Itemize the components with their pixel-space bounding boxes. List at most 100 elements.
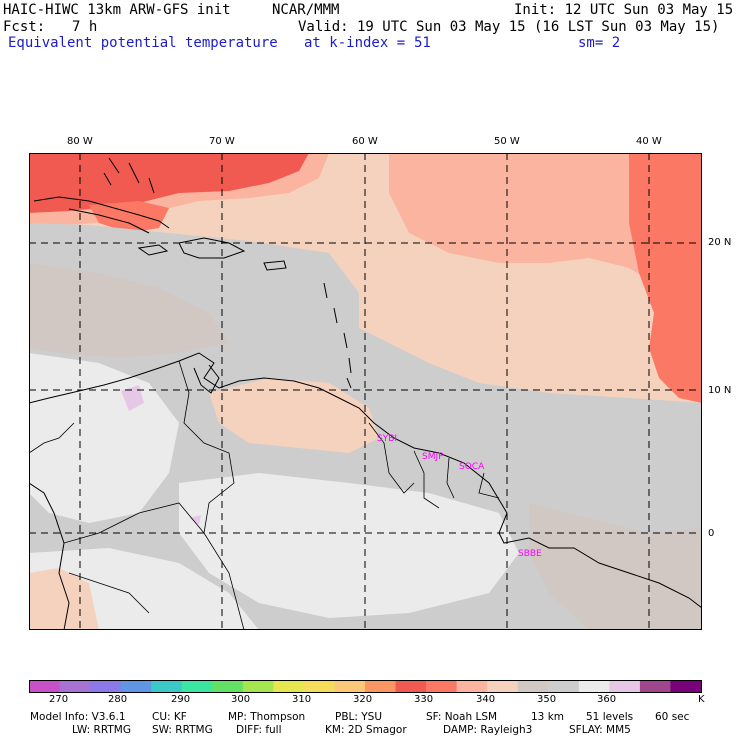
colorbar xyxy=(29,680,702,693)
colorbar-cell-315 xyxy=(303,680,335,693)
lon-label-80w: 80 W xyxy=(67,136,93,147)
equivalent-potential-temperature-map: SYBI SMJP SOCA SBBE xyxy=(29,153,702,630)
lat-label-20n: 20 N xyxy=(708,237,732,248)
field-band-340-north xyxy=(389,153,702,303)
station-sbbe: SBBE xyxy=(518,549,542,559)
colorbar-label-340: 340 xyxy=(476,694,496,705)
colorbar-cell-300 xyxy=(212,680,244,693)
coast-hispaniola xyxy=(178,237,246,259)
field-band-350-west xyxy=(29,263,229,358)
coast-cuba-south xyxy=(68,208,150,234)
level-label: at k-index = xyxy=(304,35,406,51)
forecast-label: Fcst: xyxy=(3,19,46,35)
colorbar-label-360: 360 xyxy=(597,694,617,705)
timestep: 60 sec xyxy=(655,711,690,723)
surface-layer-scheme: SFLAY: MM5 xyxy=(569,724,631,736)
lon-label-60w: 60 W xyxy=(352,136,378,147)
station-sybi: SYBI xyxy=(377,434,397,444)
field-band-365-patch-south xyxy=(189,515,201,525)
colorbar-label-280: 280 xyxy=(108,694,128,705)
colorbar-label-350: 350 xyxy=(537,694,557,705)
colorbar-cell-280 xyxy=(90,680,122,693)
organization-label: NCAR/MMM xyxy=(272,2,340,18)
colorbar-unit: K xyxy=(698,694,705,705)
station-smjp: SMJP xyxy=(422,452,444,462)
colorbar-cell-340 xyxy=(456,680,488,693)
colorbar-cell-270 xyxy=(29,680,61,693)
level-value: 51 xyxy=(414,35,431,51)
coast-puerto-rico xyxy=(263,260,287,271)
colorbar-label-270: 270 xyxy=(49,694,69,705)
lon-label-70w: 70 W xyxy=(209,136,235,147)
colorbar-cell-275 xyxy=(59,680,91,693)
resolution: 13 km xyxy=(531,711,565,723)
field-band-345-peru xyxy=(29,568,99,630)
border-venezuela-guyana xyxy=(368,422,415,494)
microphysics-scheme: MP: Thompson xyxy=(228,711,306,723)
colorbar-cell-290 xyxy=(151,680,183,693)
border-suriname-guiana xyxy=(446,457,455,499)
field-band-335-east xyxy=(629,153,702,403)
colorbar-cell-355 xyxy=(548,680,580,693)
colorbar-label-320: 320 xyxy=(353,694,373,705)
colorbar-cell-305 xyxy=(242,680,274,693)
lat-label-10n: 10 N xyxy=(708,385,732,396)
colorbar-cell-365 xyxy=(609,680,641,693)
country-borders xyxy=(29,360,500,630)
border-colombia-south xyxy=(63,502,245,630)
border-panama xyxy=(29,422,75,454)
border-colombia-venezuela xyxy=(178,360,235,534)
shortwave-scheme: SW: RRTMG xyxy=(152,724,213,736)
colorbar-cell-335 xyxy=(426,680,458,693)
lon-label-50w: 50 W xyxy=(494,136,520,147)
map-frame xyxy=(29,153,702,630)
border-guyana-suriname xyxy=(413,450,440,509)
colorbar-cell-350 xyxy=(517,680,549,693)
station-soca: SOCA xyxy=(459,462,485,472)
colorbar-cell-345 xyxy=(487,680,519,693)
coast-bahamas xyxy=(103,157,155,194)
model-info: Model Info: V3.6.1 xyxy=(30,711,126,723)
init-time: Init: 12 UTC Sun 03 May 15 xyxy=(514,2,734,18)
field-band-360-amazon xyxy=(179,473,519,618)
colorbar-cell-330 xyxy=(395,680,427,693)
smoothing-label: sm= 2 xyxy=(578,35,621,51)
colorbar-cell-360 xyxy=(578,680,610,693)
colorbar-label-300: 300 xyxy=(231,694,251,705)
colorbar-cell-285 xyxy=(120,680,152,693)
lon-label-40w: 40 W xyxy=(636,136,662,147)
longwave-scheme: LW: RRTMG xyxy=(72,724,131,736)
coast-south-america xyxy=(29,352,702,609)
colorbar-label-330: 330 xyxy=(414,694,434,705)
forecast-hour: 7 h xyxy=(72,19,98,35)
field-band-330-cuba xyxy=(29,153,309,213)
colorbar-cell-320 xyxy=(334,680,366,693)
coast-maracaibo xyxy=(193,364,220,394)
border-ecuador-peru xyxy=(68,572,150,614)
border-guiana-brazil xyxy=(478,472,500,499)
colorbar-cell-325 xyxy=(365,680,397,693)
field-band-350-southeast xyxy=(529,503,702,630)
vertical-levels: 51 levels xyxy=(586,711,634,723)
coast-jamaica xyxy=(137,244,169,256)
valid-time: Valid: 19 UTC Sun 03 May 15 (16 LST Sun … xyxy=(298,19,720,35)
colorbar-cell-370 xyxy=(639,680,671,693)
surface-scheme: SF: Noah LSM xyxy=(426,711,498,723)
km-option: KM: 2D Smagor xyxy=(325,724,407,736)
field-band-335-hispaniola xyxy=(89,201,169,233)
field-name: Equivalent potential temperature xyxy=(8,35,278,51)
coast-cuba xyxy=(33,196,170,229)
colorbar-cell-295 xyxy=(181,680,213,693)
field-band-365-patch-west xyxy=(121,385,144,411)
cumulus-scheme: CU: KF xyxy=(152,711,187,723)
colorbar-frame xyxy=(29,680,702,693)
colorbar-label-290: 290 xyxy=(171,694,191,705)
diffusion-option: DIFF: full xyxy=(236,724,282,736)
colorbar-label-310: 310 xyxy=(292,694,312,705)
lat-label-0: 0 xyxy=(708,528,715,539)
graticule xyxy=(29,153,702,630)
damping-option: DAMP: Rayleigh3 xyxy=(443,724,533,736)
colorbar-cell-375 xyxy=(670,680,702,693)
model-title: HAIC-HIWC 13km ARW-GFS init xyxy=(3,2,231,18)
colorbar-cell-310 xyxy=(273,680,305,693)
